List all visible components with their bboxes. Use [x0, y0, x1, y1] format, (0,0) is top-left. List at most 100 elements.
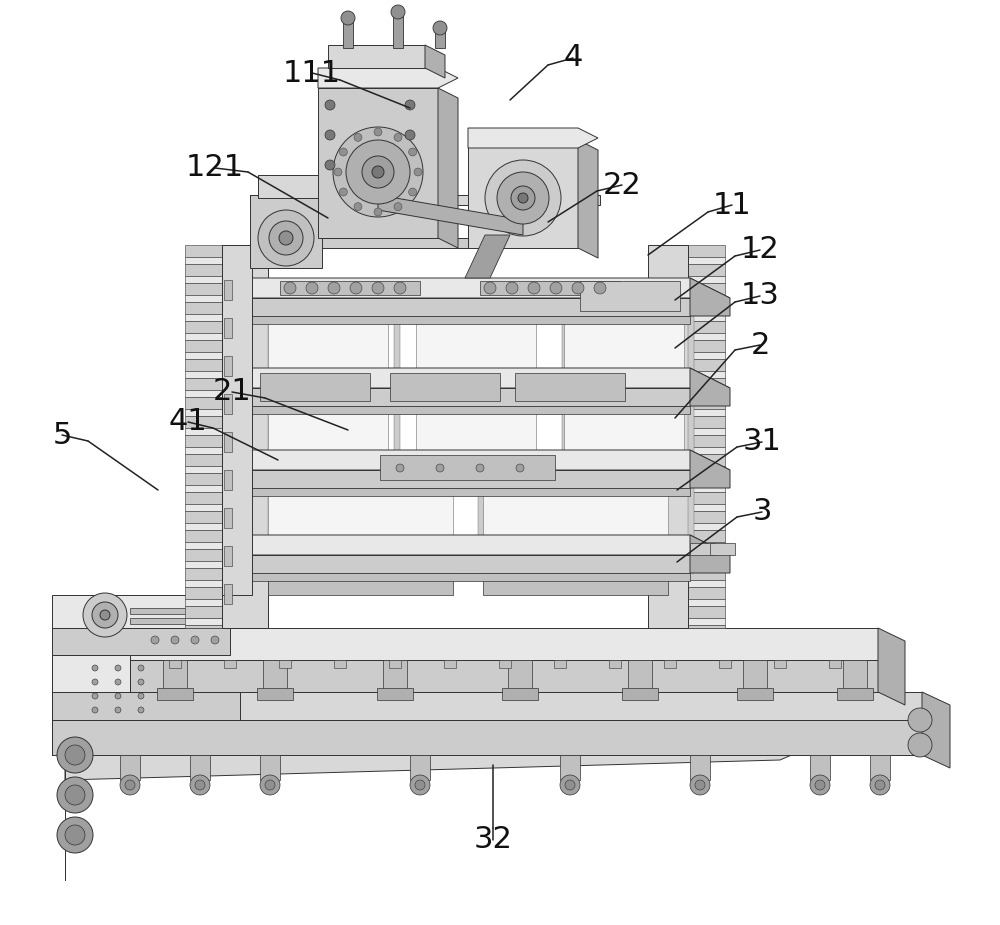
Polygon shape	[690, 543, 715, 555]
Polygon shape	[240, 488, 690, 496]
Polygon shape	[185, 523, 222, 530]
Polygon shape	[688, 409, 725, 416]
Circle shape	[57, 817, 93, 853]
Text: 32: 32	[474, 825, 512, 855]
Polygon shape	[609, 660, 621, 668]
Polygon shape	[250, 195, 600, 205]
Polygon shape	[185, 314, 222, 321]
Polygon shape	[185, 587, 222, 599]
Polygon shape	[250, 195, 322, 268]
Polygon shape	[688, 561, 725, 568]
Polygon shape	[240, 406, 690, 414]
Polygon shape	[185, 371, 222, 378]
Bar	[260, 373, 370, 401]
Bar	[580, 281, 680, 311]
Polygon shape	[688, 523, 725, 530]
Polygon shape	[52, 655, 240, 692]
Polygon shape	[185, 340, 222, 352]
Polygon shape	[260, 755, 280, 780]
Polygon shape	[922, 692, 950, 768]
Polygon shape	[688, 587, 725, 599]
Polygon shape	[185, 397, 222, 409]
Polygon shape	[688, 245, 725, 257]
Polygon shape	[185, 618, 222, 625]
Polygon shape	[416, 406, 536, 450]
Circle shape	[518, 193, 528, 203]
Polygon shape	[383, 660, 407, 692]
Circle shape	[100, 610, 110, 620]
Polygon shape	[435, 28, 445, 48]
Polygon shape	[688, 625, 725, 628]
Circle shape	[92, 707, 98, 713]
Polygon shape	[185, 352, 222, 359]
Polygon shape	[688, 276, 725, 283]
Polygon shape	[837, 688, 873, 700]
Polygon shape	[688, 316, 694, 573]
Polygon shape	[224, 546, 232, 566]
Polygon shape	[240, 535, 730, 555]
Circle shape	[120, 775, 140, 795]
Polygon shape	[334, 660, 346, 668]
Polygon shape	[468, 140, 578, 248]
Polygon shape	[250, 238, 470, 248]
Polygon shape	[318, 68, 458, 88]
Circle shape	[195, 780, 205, 790]
Circle shape	[815, 780, 825, 790]
Polygon shape	[224, 470, 232, 490]
Circle shape	[83, 593, 127, 637]
Polygon shape	[185, 435, 222, 447]
Bar	[515, 373, 625, 401]
Polygon shape	[185, 568, 222, 580]
Polygon shape	[878, 628, 905, 705]
Circle shape	[409, 188, 417, 196]
Polygon shape	[185, 549, 222, 561]
Polygon shape	[328, 45, 425, 68]
Polygon shape	[688, 416, 725, 428]
Circle shape	[410, 775, 430, 795]
Circle shape	[908, 733, 932, 757]
Polygon shape	[185, 447, 222, 454]
Polygon shape	[185, 454, 222, 466]
Polygon shape	[185, 245, 222, 257]
Polygon shape	[352, 316, 358, 573]
Circle shape	[560, 775, 580, 795]
Circle shape	[695, 780, 705, 790]
Polygon shape	[157, 688, 193, 700]
Polygon shape	[377, 688, 413, 700]
Circle shape	[339, 148, 347, 156]
Circle shape	[436, 464, 444, 472]
Polygon shape	[646, 316, 652, 573]
Circle shape	[354, 133, 362, 142]
Polygon shape	[268, 406, 388, 450]
Circle shape	[325, 160, 335, 170]
Polygon shape	[508, 660, 532, 692]
Text: 111: 111	[283, 58, 341, 88]
Polygon shape	[444, 660, 456, 668]
Text: 5: 5	[52, 421, 72, 450]
Polygon shape	[502, 688, 538, 700]
Circle shape	[908, 708, 932, 732]
Polygon shape	[578, 140, 598, 258]
Polygon shape	[483, 488, 668, 535]
Polygon shape	[185, 321, 222, 333]
Polygon shape	[222, 245, 268, 628]
Circle shape	[433, 21, 447, 35]
Circle shape	[306, 282, 318, 294]
Polygon shape	[690, 755, 710, 780]
Circle shape	[191, 636, 199, 644]
Polygon shape	[688, 454, 725, 466]
Circle shape	[875, 780, 885, 790]
Polygon shape	[185, 416, 222, 428]
Polygon shape	[190, 755, 210, 780]
Polygon shape	[560, 755, 580, 780]
Polygon shape	[52, 595, 230, 628]
Circle shape	[115, 665, 121, 671]
Polygon shape	[688, 618, 725, 625]
Polygon shape	[688, 606, 725, 618]
Circle shape	[325, 130, 335, 140]
Polygon shape	[499, 660, 511, 668]
Polygon shape	[52, 720, 922, 755]
Circle shape	[414, 168, 422, 176]
Polygon shape	[774, 660, 786, 668]
Circle shape	[516, 464, 524, 472]
